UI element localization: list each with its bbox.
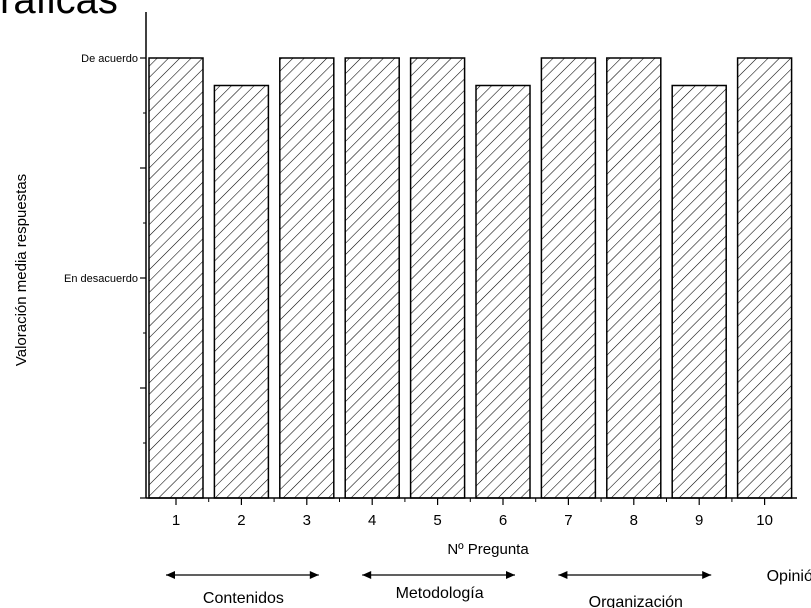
- arrow-head: [166, 571, 175, 579]
- x-tick-label: 4: [368, 512, 376, 529]
- group-label: Metodología: [396, 585, 484, 602]
- arrow-head: [506, 571, 515, 579]
- x-tick-label: 8: [630, 512, 638, 529]
- x-tick-label: 5: [433, 512, 441, 529]
- y-axis-title: Valoración media respuestas: [13, 174, 30, 366]
- arrow-head: [309, 571, 319, 579]
- bar: [213, 84, 270, 499]
- x-tick-label: 7: [564, 512, 572, 529]
- bar: [344, 57, 400, 499]
- x-tick-label: 10: [756, 512, 773, 529]
- bar: [540, 57, 597, 499]
- x-tick-label: 9: [695, 512, 703, 529]
- y-tick-label: De acuerdo: [81, 53, 138, 65]
- bar: [606, 57, 662, 499]
- group-label: Contenidos: [203, 590, 284, 607]
- bar: [671, 84, 727, 499]
- labels: En desacuerdo De acuerdo 1 2 3 4 5 6 7 8 9 10 Nº Pre…: [13, 53, 773, 558]
- x-tick-label: 6: [499, 512, 507, 529]
- arrow-head: [558, 571, 568, 579]
- arrow-head: [362, 571, 372, 579]
- bar: [409, 57, 466, 499]
- bar: [279, 57, 335, 499]
- bar: [148, 57, 204, 499]
- y-tick-label: En desacuerdo: [64, 273, 138, 285]
- x-axis-title: Nº Pregunta: [447, 541, 529, 558]
- x-tick-label: 2: [237, 512, 245, 529]
- x-tick-label: 3: [303, 512, 311, 529]
- axes: [140, 12, 797, 505]
- x-tick-label: 1: [172, 512, 180, 529]
- group-label: Opinión: [767, 568, 811, 585]
- bar: [736, 57, 793, 499]
- group-label: Organización: [589, 594, 683, 608]
- bars: [148, 57, 793, 499]
- question-groups: Contenidos Metodología Organización Opinión: [166, 568, 811, 608]
- bar: [475, 84, 531, 499]
- arrow-head: [702, 571, 712, 579]
- slide-title: ráficas: [0, 0, 118, 22]
